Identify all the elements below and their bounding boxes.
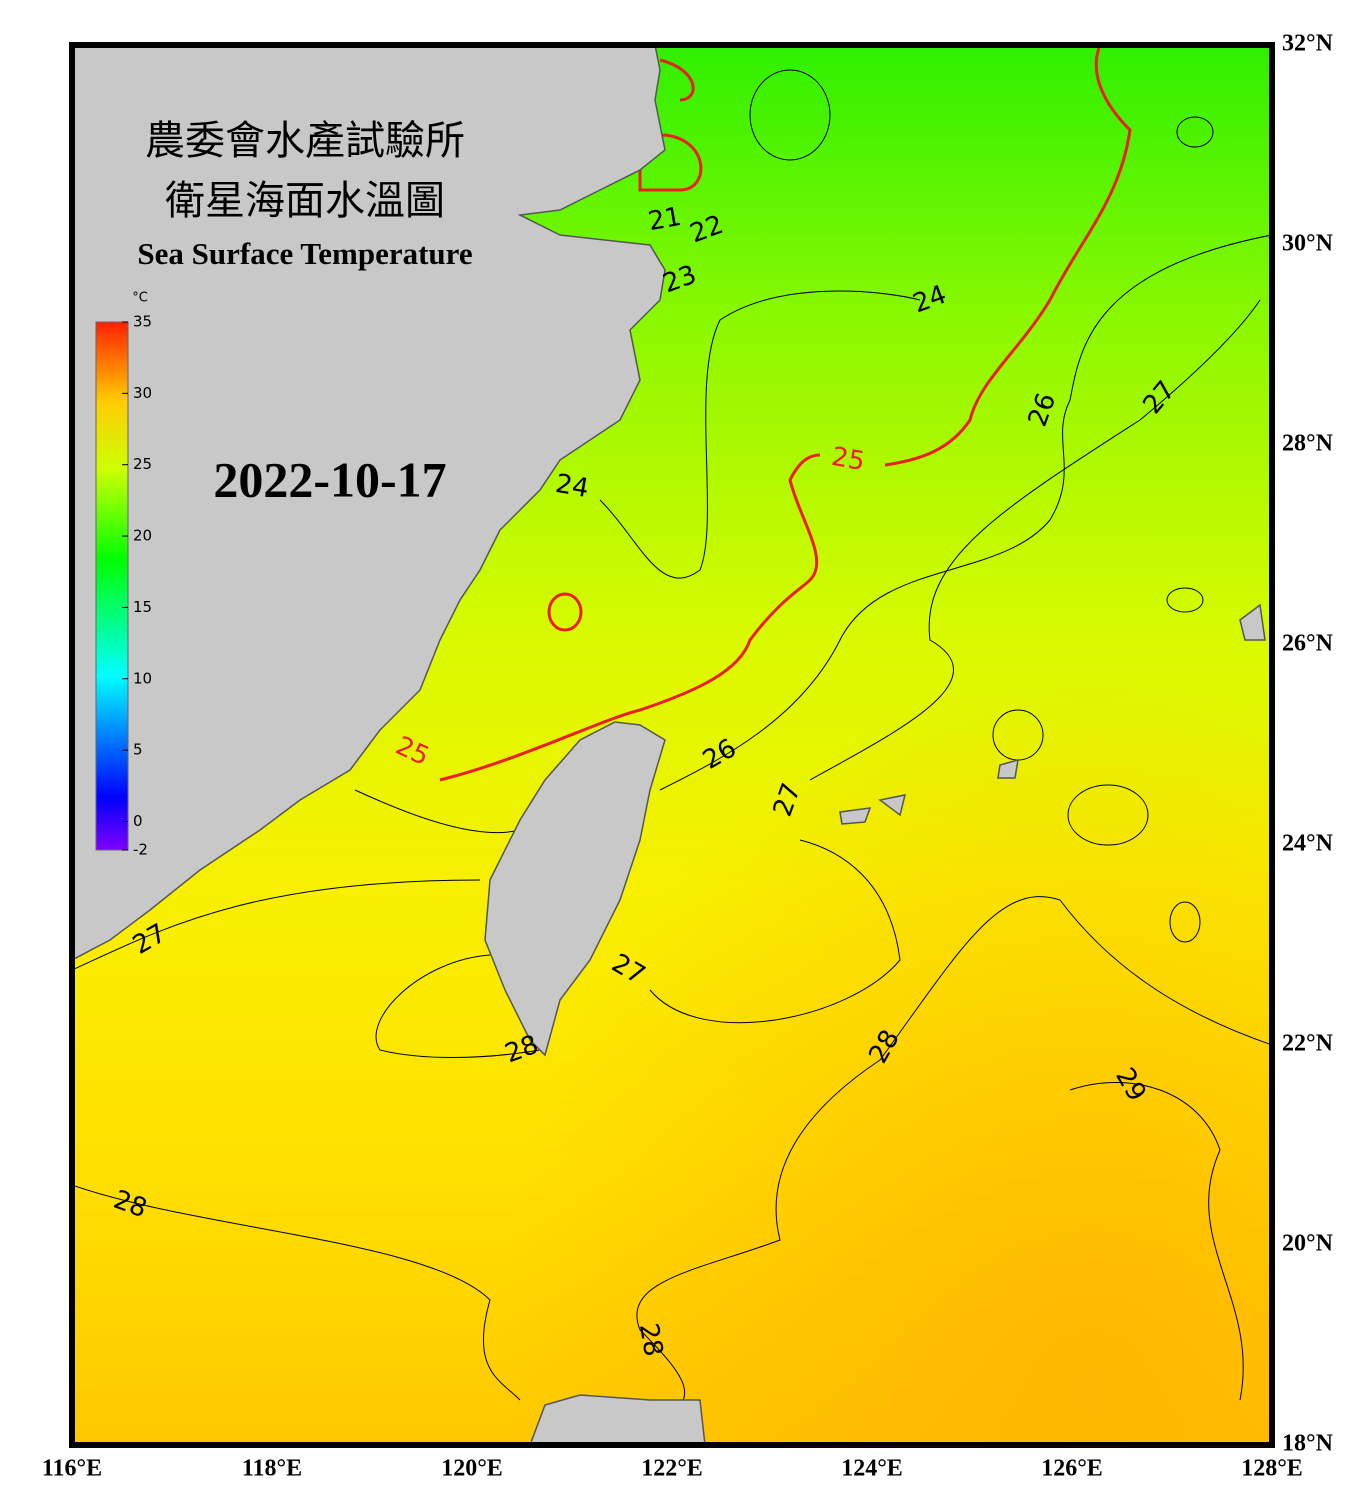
contour <box>1166 587 1204 613</box>
contour <box>72 1184 521 1401</box>
islands <box>839 603 1266 825</box>
contour-label: 24 <box>553 469 591 504</box>
contour <box>636 896 1272 1421</box>
lat-label: 28°N <box>1282 431 1334 457</box>
colorbar-tick-label: -2 <box>133 841 148 859</box>
contour-label: 28 <box>633 1321 668 1359</box>
contour-label: 25 <box>829 442 867 477</box>
colorbar-tick-label: 20 <box>133 527 152 545</box>
contour <box>1067 784 1149 846</box>
colorbar-tick-label: 5 <box>133 741 143 759</box>
colorbar-tick-label: 35 <box>133 313 152 331</box>
colorbar-tick-label: 25 <box>133 455 152 473</box>
contour <box>649 839 901 1024</box>
colorbar-tick-label: 30 <box>133 384 152 402</box>
contour <box>638 58 703 192</box>
lat-label: 26°N <box>1282 631 1334 657</box>
lat-label: 32°N <box>1282 31 1334 57</box>
contours <box>72 69 1272 1421</box>
title-en: Sea Surface Temperature <box>137 236 472 271</box>
contour <box>439 453 821 782</box>
lon-label: 126°E <box>1041 1456 1103 1482</box>
colorbar-ticks: 35 30 25 20 15 10 5 0 -2 <box>122 313 152 859</box>
luzon <box>529 1394 706 1445</box>
contour <box>547 592 583 632</box>
contour <box>375 954 541 1058</box>
contours-highlight <box>439 45 1132 782</box>
lat-label: 30°N <box>1282 231 1334 257</box>
contour <box>1069 1082 1244 1401</box>
land <box>72 45 1266 1445</box>
contour <box>354 789 521 834</box>
title-zh-1: 農委會水產試驗所 <box>145 118 465 163</box>
contour <box>1176 116 1214 148</box>
lon-label: 128°E <box>1241 1456 1303 1482</box>
date: 2022-10-17 <box>213 451 446 507</box>
contour <box>809 299 1261 781</box>
lon-label: 120°E <box>441 1456 503 1482</box>
colorbar-tick-label: 10 <box>133 669 152 687</box>
lat-label: 20°N <box>1282 1231 1334 1257</box>
contour-label: 21 <box>646 202 684 237</box>
contour <box>72 879 481 971</box>
contour <box>599 290 921 579</box>
contour <box>749 69 831 161</box>
title-zh-2: 衛星海面水溫圖 <box>165 178 445 223</box>
china-coast <box>72 45 666 961</box>
taiwan <box>484 721 666 1057</box>
colorbar-tick-label: 0 <box>133 812 143 830</box>
lon-label: 116°E <box>42 1456 102 1482</box>
frame <box>69 42 1275 1448</box>
lon-label: 124°E <box>841 1456 903 1482</box>
colorbar-unit: °C <box>132 291 148 306</box>
colorbar-tick-label: 15 <box>133 598 152 616</box>
lat-label: 18°N <box>1282 1431 1334 1457</box>
axes: 116°E 118°E 120°E 122°E 124°E 126°E 128°E 32°N 3… <box>42 31 1334 1482</box>
lat-label: 24°N <box>1282 831 1334 857</box>
lon-label: 118°E <box>242 1456 302 1482</box>
contour <box>884 45 1132 467</box>
colorbar <box>95 321 129 851</box>
contour <box>1169 901 1201 943</box>
contour <box>659 234 1272 791</box>
lat-label: 22°N <box>1282 1031 1334 1057</box>
lon-label: 122°E <box>641 1456 703 1482</box>
